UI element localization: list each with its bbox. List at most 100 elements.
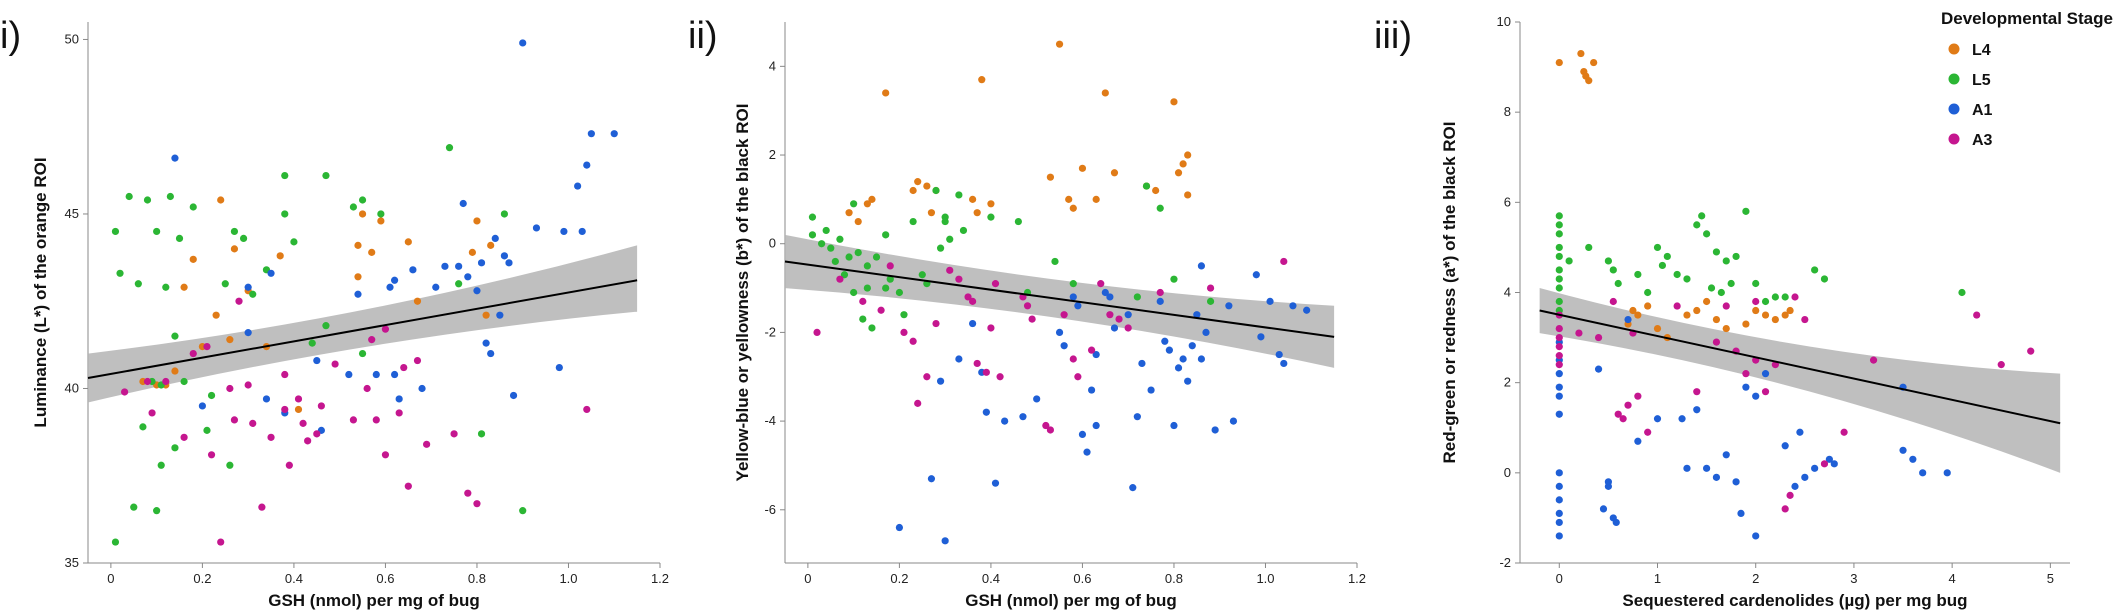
data-point	[349, 203, 358, 211]
data-point	[171, 154, 179, 162]
data-point	[1152, 186, 1160, 195]
x-tick-label: 2	[1752, 571, 1759, 586]
series-L5	[111, 144, 527, 546]
series-L5	[808, 182, 1215, 332]
data-point	[578, 227, 586, 236]
data-point	[868, 195, 876, 203]
data-point	[964, 293, 972, 301]
data-point	[207, 451, 216, 459]
data-point	[895, 288, 904, 297]
data-point	[317, 402, 325, 410]
data-point	[1781, 293, 1789, 301]
data-point	[1161, 337, 1169, 345]
data-point	[1781, 442, 1789, 450]
data-point	[982, 368, 990, 376]
data-point	[455, 280, 463, 288]
y-tick-label: -2	[1499, 555, 1511, 570]
data-point	[217, 196, 225, 204]
data-point	[1555, 383, 1563, 391]
data-point	[1703, 297, 1711, 306]
data-point	[859, 315, 867, 323]
data-point	[249, 419, 257, 427]
data-point	[482, 339, 490, 347]
data-point	[477, 259, 486, 267]
data-point	[377, 217, 385, 225]
series-A3	[1555, 293, 2035, 513]
series-L4	[845, 40, 1192, 226]
data-point	[1033, 395, 1041, 403]
data-point	[157, 461, 165, 469]
data-point	[1742, 383, 1750, 391]
data-point	[239, 234, 248, 242]
data-point	[923, 182, 931, 190]
confidence-band	[88, 245, 638, 403]
x-tick-label: 1	[1654, 571, 1661, 586]
data-point	[1840, 428, 1848, 436]
data-point	[886, 275, 894, 283]
data-point	[1555, 361, 1563, 369]
data-point	[455, 262, 463, 270]
data-point	[555, 363, 563, 372]
data-point	[1703, 230, 1711, 238]
data-point	[1801, 315, 1809, 324]
legend-marker	[1948, 133, 1960, 145]
data-point	[1634, 270, 1642, 279]
y-tick-label: 40	[65, 380, 79, 395]
data-point	[519, 507, 527, 515]
data-point	[148, 409, 156, 417]
data-point	[1202, 328, 1210, 337]
data-point	[1023, 302, 1032, 310]
data-point	[1722, 302, 1730, 310]
data-point	[276, 252, 284, 260]
data-point	[560, 227, 568, 236]
data-point	[1074, 373, 1082, 381]
data-point	[473, 217, 481, 225]
data-point	[1184, 191, 1192, 199]
data-point	[982, 408, 990, 416]
data-point	[1555, 518, 1563, 527]
data-point	[1179, 160, 1187, 168]
data-point	[281, 210, 289, 218]
data-point	[959, 226, 968, 235]
data-point	[322, 171, 330, 180]
data-point	[1106, 311, 1114, 319]
data-point	[368, 248, 376, 256]
data-point	[358, 210, 367, 218]
data-point	[368, 336, 376, 344]
data-point	[139, 423, 147, 431]
data-point	[1078, 430, 1087, 439]
data-point	[203, 343, 211, 351]
data-point	[1110, 324, 1119, 332]
data-point	[1193, 311, 1201, 319]
data-point	[294, 395, 303, 403]
data-point	[1811, 464, 1819, 472]
data-point	[381, 325, 390, 333]
data-point	[1658, 261, 1667, 270]
data-point	[304, 437, 312, 445]
data-point	[836, 275, 844, 283]
data-point	[1087, 346, 1096, 354]
y-tick-label: -4	[764, 413, 776, 428]
data-point	[863, 200, 871, 208]
data-point	[519, 39, 527, 47]
data-point	[822, 226, 830, 235]
y-tick-label: 10	[1497, 14, 1511, 29]
data-point	[1732, 252, 1740, 261]
legend-title: Developmental Stage	[1941, 9, 2113, 28]
series-A3	[121, 297, 591, 546]
panel-1: i) 0 0.2 0.4 0.6 0.8 1.0 1.2 35 40 45 50 GSH (nmol) …	[0, 15, 669, 610]
data-point	[372, 416, 380, 424]
data-point	[583, 405, 591, 414]
data-point	[349, 416, 358, 424]
data-point	[1069, 280, 1077, 288]
legend-box	[1930, 4, 2128, 164]
data-point	[226, 461, 234, 469]
data-point	[1575, 329, 1583, 337]
data-point	[996, 373, 1004, 381]
legend-marker	[1948, 73, 1960, 85]
data-point	[487, 241, 495, 249]
data-point	[587, 130, 595, 138]
panel-label: ii)	[688, 15, 718, 57]
data-point	[1629, 306, 1637, 315]
data-point	[1174, 364, 1183, 372]
